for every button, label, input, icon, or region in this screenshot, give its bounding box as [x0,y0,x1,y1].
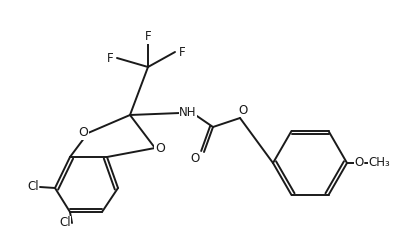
Text: O: O [78,126,88,139]
Text: O: O [155,142,165,155]
Text: F: F [107,51,113,64]
Text: O: O [354,156,363,169]
Text: Cl: Cl [27,181,39,194]
Text: O: O [190,152,199,165]
Text: Cl: Cl [59,216,71,229]
Text: F: F [179,46,185,59]
Text: NH: NH [179,105,197,118]
Text: O: O [239,104,247,117]
Text: F: F [144,30,151,43]
Text: CH₃: CH₃ [368,156,390,169]
